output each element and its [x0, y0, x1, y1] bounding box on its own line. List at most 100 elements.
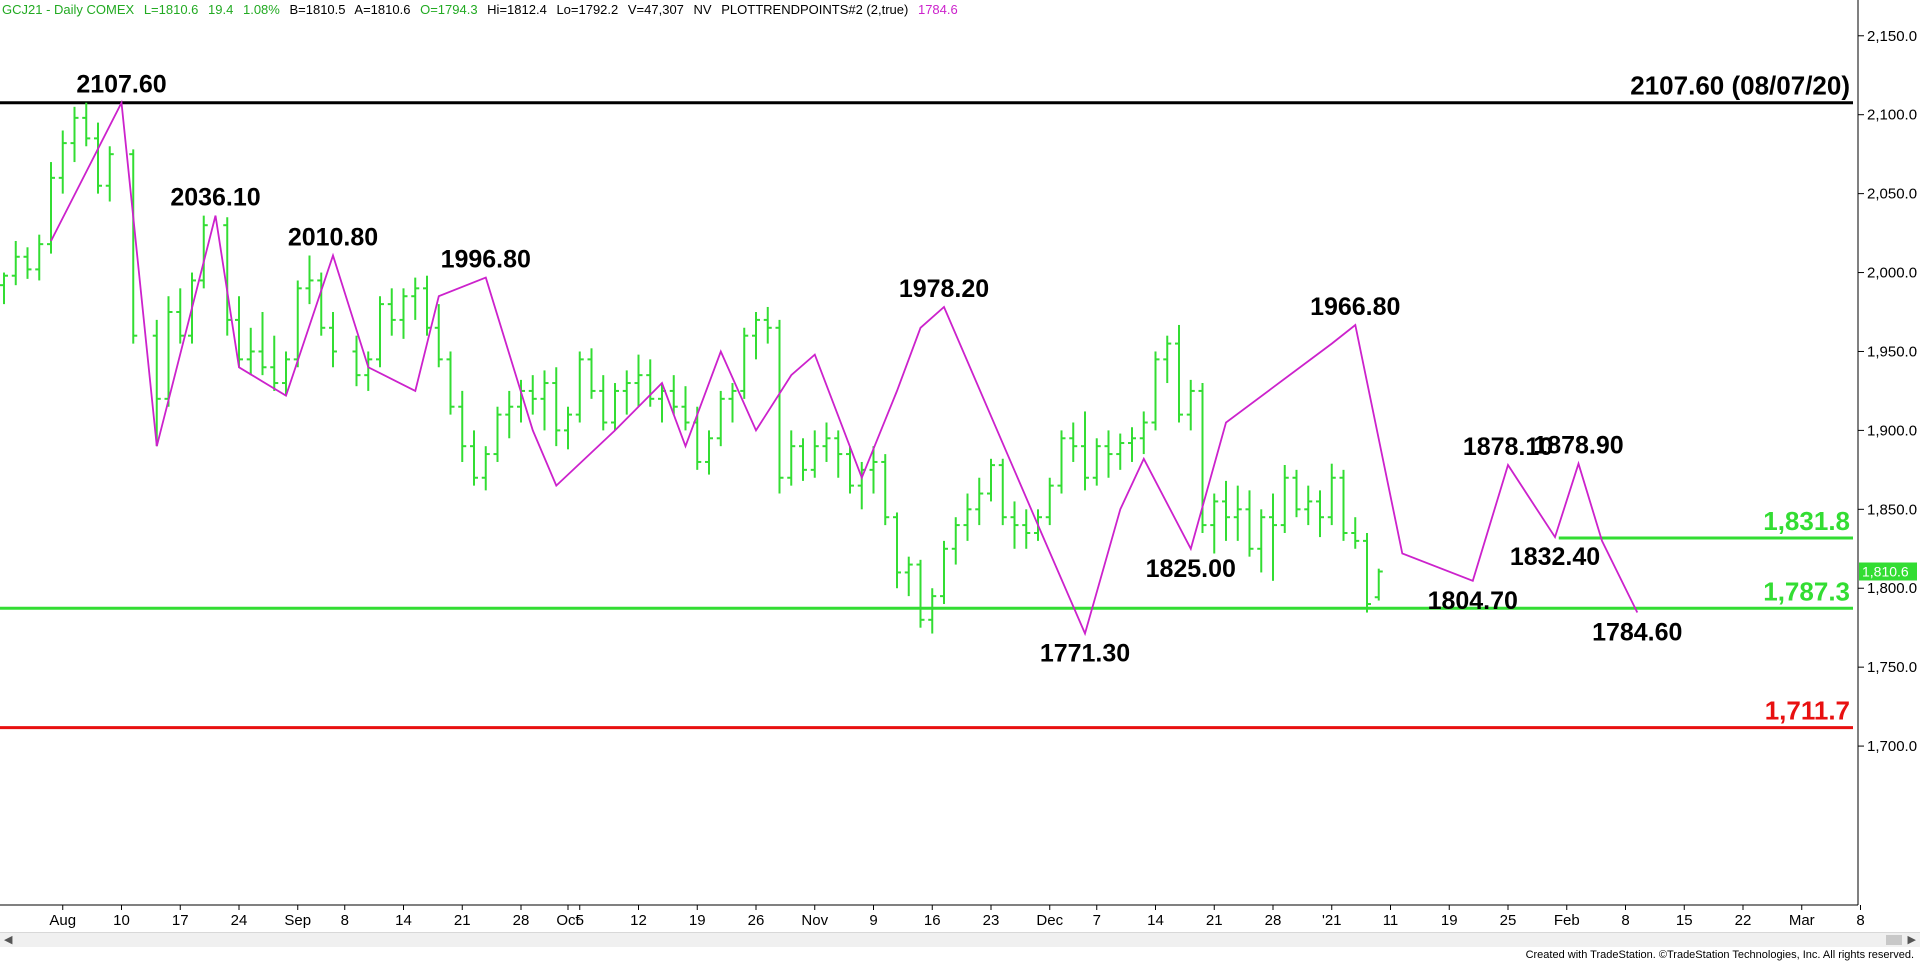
ohlc-bar: [282, 351, 290, 396]
ohlc-bar: [1316, 490, 1324, 538]
ohlc-bar: [564, 406, 572, 450]
ohlc-bar: [317, 272, 326, 336]
price-tick-label: 1,750.0: [1867, 659, 1917, 676]
symbol-label: GCJ21 - Daily COMEX: [2, 2, 135, 17]
ohlc-bar: [82, 102, 91, 147]
ohlc-bar: [540, 370, 549, 431]
ohlc-bar: [1057, 430, 1066, 494]
date-tick-label: 12: [630, 912, 647, 929]
date-tick-label: Dec: [1036, 912, 1063, 929]
date-tick-label: Oct: [556, 912, 580, 929]
chart-header: GCJ21 - Daily COMEX L=1810.6 19.4 1.08% …: [2, 2, 964, 17]
scrollbar-thumb[interactable]: [1886, 935, 1902, 945]
ohlc-bar: [998, 458, 1007, 526]
ohlc-bar: [575, 351, 584, 423]
ohlc-bar: [58, 130, 67, 194]
ohlc-bar: [517, 379, 525, 423]
last-price-label: L=1810.6: [143, 2, 199, 17]
ohlc-bar: [199, 215, 208, 289]
ohlc-bar: [1339, 469, 1348, 541]
ohlc-bar: [352, 335, 361, 387]
ohlc-bar: [1010, 501, 1019, 549]
pivot-label: 2107.60: [76, 71, 166, 99]
date-tick-label: 8: [341, 912, 349, 929]
pivot-label: 1784.60: [1592, 619, 1682, 647]
ohlc-bar: [505, 390, 514, 439]
horizontal-scrollbar[interactable]: ◀ ▶: [0, 932, 1920, 947]
price-tick-label: 1,800.0: [1867, 580, 1917, 597]
price-tick-label: 2,050.0: [1867, 186, 1917, 203]
ohlc-bar: [164, 296, 173, 407]
scroll-left-icon[interactable]: ◀: [4, 934, 13, 946]
ohlc-bar: [481, 446, 490, 491]
date-tick-label: 24: [231, 912, 248, 929]
date-tick-label: '21: [1322, 912, 1342, 929]
ohlc-bar: [399, 288, 408, 339]
ohlc-bar: [1151, 351, 1160, 431]
ohlc-bar: [528, 375, 537, 415]
price-tick-label: 1,950.0: [1867, 343, 1917, 360]
ohlc-bar: [928, 588, 937, 634]
ohlc-bar: [1233, 485, 1242, 541]
ohlc-bar: [916, 559, 925, 628]
ohlc-bar: [387, 288, 396, 336]
ohlc-bar: [1210, 493, 1219, 554]
volume-label: V=47,307: [627, 2, 684, 17]
ohlc-bar: [940, 540, 948, 605]
pivot-labels: 2107.60 2036.10 2010.80 1996.80 1978.20 1966.…: [76, 71, 1682, 668]
ohlc-bar: [740, 327, 749, 399]
ohlc-bar: [47, 162, 55, 254]
price-tick-label: 1,850.0: [1867, 501, 1917, 518]
ohlc-bar: [904, 556, 913, 597]
date-tick-label: 28: [1265, 912, 1282, 929]
ohlc-bar: [1128, 427, 1136, 462]
trend-zigzag: [50, 99, 1639, 637]
price-tick-label: 2,100.0: [1867, 107, 1917, 124]
ohlc-bar: [1363, 532, 1371, 613]
high-label: Hi=1812.4: [487, 2, 547, 17]
ohlc-bar: [646, 359, 655, 407]
horizontal-levels: 2107.60 (08/07/20) 1,831.8 1,787.3 1,711.7: [0, 71, 1853, 730]
ohlc-bar: [951, 517, 960, 565]
price-axis[interactable]: 1,700.0 1,750.0 1,800.0 1,850.0 1,900.0 1,950…: [1858, 28, 1917, 755]
ohlc-bar: [1163, 335, 1172, 384]
ohlc-bar: [364, 351, 373, 391]
last-price-tag-label: 1,810.6: [1862, 564, 1909, 580]
ohlc-bar: [305, 255, 314, 305]
level-label: 2107.60 (08/07/20): [1630, 71, 1850, 101]
ohlc-bar: [1022, 509, 1031, 549]
date-tick-label: 19: [689, 912, 706, 929]
date-tick-label: 21: [454, 912, 471, 929]
pivot-label: 1825.00: [1146, 555, 1236, 583]
ohlc-bar: [152, 319, 161, 447]
ohlc-bar: [787, 430, 796, 486]
date-tick-label: 5: [576, 912, 584, 929]
ohlc-bar: [293, 280, 302, 368]
ohlc-bar: [258, 312, 267, 376]
scroll-right-icon[interactable]: ▶: [1907, 934, 1916, 946]
date-tick-label: Nov: [801, 912, 828, 929]
ohlc-bar: [728, 383, 737, 423]
ohlc-bar: [176, 288, 185, 344]
pivot-label: 1966.80: [1310, 293, 1400, 321]
zigzag-line: [50, 99, 1639, 637]
date-tick-label: Mar: [1789, 912, 1815, 929]
ask-label: A=1810.6: [354, 2, 411, 17]
date-tick-label: 26: [748, 912, 765, 929]
date-tick-label: 8: [1856, 912, 1864, 929]
date-tick-label: 25: [1500, 912, 1517, 929]
ohlc-bar: [1092, 438, 1101, 486]
ohlc-bar: [1186, 379, 1195, 431]
ohlc-bar: [975, 477, 984, 526]
price-tick-label: 1,700.0: [1867, 738, 1917, 755]
ohlc-bar: [1292, 469, 1301, 518]
ohlc-bar: [270, 335, 279, 391]
ohlc-bar: [1045, 477, 1054, 526]
ohlc-bar: [799, 438, 807, 481]
ohlc-bar: [1104, 430, 1113, 478]
ohlc-bar: [634, 354, 643, 407]
level-label: 1,787.3: [1763, 576, 1850, 606]
ohlc-bar: [1304, 485, 1313, 526]
